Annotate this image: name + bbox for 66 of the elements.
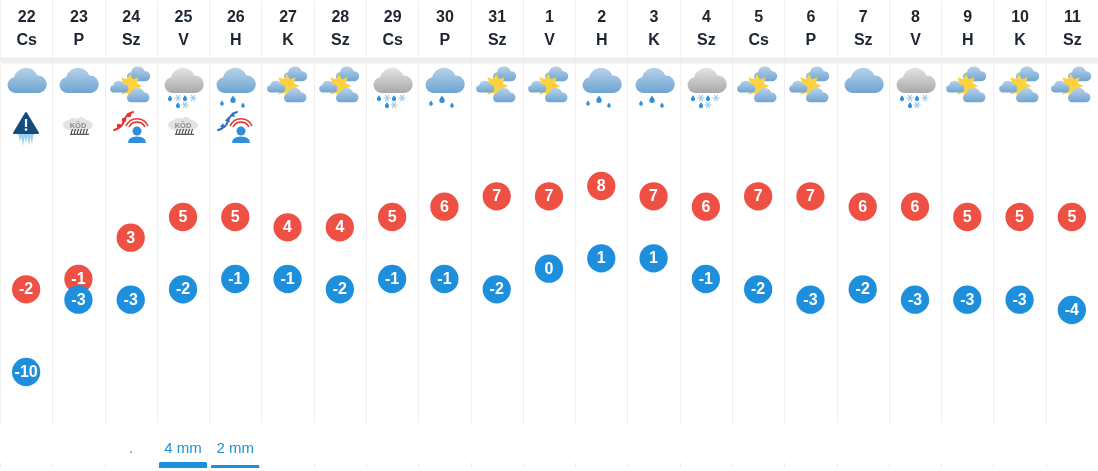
x-tick-label: 23 P [70,7,88,48]
data-label: -3 [907,290,923,308]
data-label: 5 [230,208,240,225]
data-label: -3 [123,290,138,308]
data-label: 4 [283,218,293,236]
data-label: -1 [698,270,714,287]
data-label: 7 [649,187,659,205]
data-label: 5 [1067,208,1077,225]
x-tick-label: 26 H [226,7,245,48]
data-label: -1 [280,270,295,287]
data-label: -2 [855,280,870,298]
data-label: -2 [489,280,504,298]
data-label: -10 [14,363,38,380]
x-tick-label: 7 Sz [853,7,873,48]
x-tick-label: 5 Cs [748,7,769,48]
data-label: 2 mm [216,439,255,456]
data-label: 6 [701,197,711,215]
x-tick-label: 3 K [648,7,661,48]
data-label: 7 [544,187,554,205]
x-tick-label: 8 V [910,7,922,48]
data-label: -2 [19,280,34,298]
data-label: 5 [1015,208,1025,225]
x-tick-label: 25 V [174,7,193,48]
data-label: -3 [71,290,86,308]
data-label: 0 [544,259,554,277]
data-label: 1 [649,249,659,267]
data-label: 7 [805,187,815,205]
x-tick-label: 6 P [805,7,817,48]
x-tick-label: 4 Sz [697,7,716,48]
data-label: -4 [1064,301,1080,318]
data-label: 1 [596,249,606,267]
x-tick-label: 9 H [962,7,974,48]
data-label: 8 [596,177,606,194]
data-label: -1 [437,270,452,287]
data-label: 3 [126,228,136,246]
data-label: 5 [387,208,397,225]
data-label: 6 [858,197,868,215]
data-label: -3 [1012,290,1027,308]
x-tick-label: 1 V [544,7,556,48]
data-label: -3 [803,290,818,308]
x-tick-label: 2 H [596,7,608,48]
data-label: -1 [385,270,400,287]
data-label: -2 [175,280,191,298]
x-tick-label: 22 Cs [16,7,37,48]
data-label: -1 [71,270,86,287]
data-label: 4 [335,218,345,236]
text: . [128,439,133,456]
data-label: 6 [910,197,920,215]
x-tick-label: 30 P [436,7,454,48]
x-tick-label: 31 Sz [487,7,507,48]
x-tick-label: 10 K [1011,7,1030,48]
data-label: 4 mm [164,439,202,456]
data-label: -2 [751,280,766,298]
x-tick-label: 29 Cs [382,7,403,48]
data-label: -3 [960,290,975,308]
data-label: 7 [753,187,763,205]
data-label: -2 [332,280,348,298]
data-label: 5 [178,208,188,225]
data-label: 7 [492,187,502,205]
x-tick-label: 28 Sz [331,7,350,48]
x-tick-label: 27 K [279,7,298,48]
x-tick-label: 11 Sz [1063,7,1082,48]
x-tick-label: 24 Sz [121,7,141,48]
data-label: 6 [439,197,449,215]
data-label: 5 [962,208,972,225]
data-label: -1 [228,270,243,287]
